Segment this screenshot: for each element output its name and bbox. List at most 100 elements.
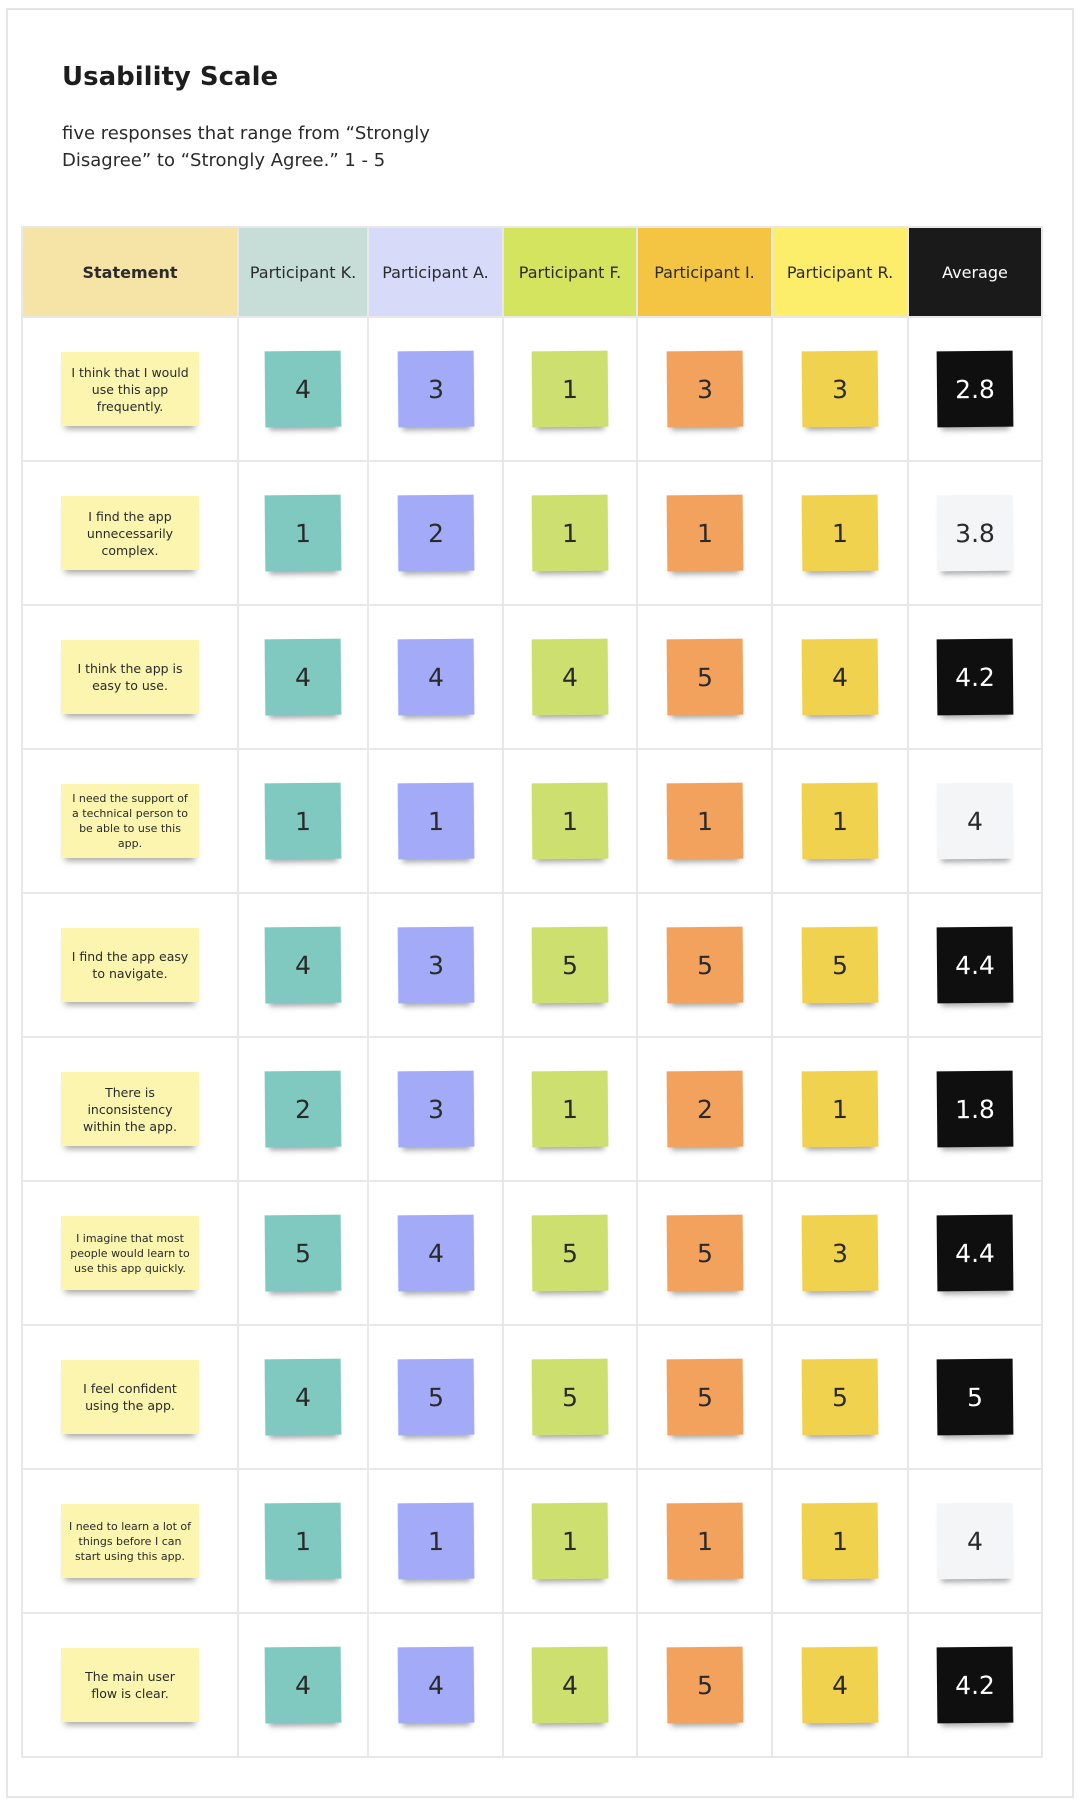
score-sticky-note-i[interactable]: 5 [666,1646,743,1724]
average-sticky-note[interactable]: 2.8 [936,350,1014,428]
score-cell-participant-r: 4 [773,1614,909,1758]
average-sticky-note[interactable]: 4.2 [936,1646,1014,1724]
average-sticky-note[interactable]: 4.4 [936,926,1014,1004]
score-sticky-note-r[interactable]: 1 [801,782,879,860]
score-sticky-note-f[interactable]: 1 [531,350,609,428]
statement-sticky-note[interactable]: There is inconsistency within the app. [61,1072,199,1146]
score-sticky-note-k[interactable]: 1 [264,1502,342,1580]
header-participant-k: Participant K. [239,228,369,318]
score-sticky-note-a[interactable]: 3 [397,350,474,428]
statement-sticky-note[interactable]: I need to learn a lot of things before I… [61,1504,199,1578]
score-cell-participant-k: 2 [239,1038,369,1182]
average-cell: 2.8 [909,318,1043,462]
score-sticky-note-i[interactable]: 3 [666,350,743,428]
statement-sticky-note[interactable]: I imagine that most people would learn t… [61,1216,199,1290]
score-sticky-note-k[interactable]: 4 [264,1358,342,1436]
statement-sticky-note[interactable]: I think the app is easy to use. [61,640,199,714]
average-sticky-note[interactable]: 5 [936,1358,1014,1436]
statement-sticky-note[interactable]: I need the support of a technical person… [61,784,199,858]
score-sticky-note-r[interactable]: 1 [801,1502,879,1580]
score-sticky-note-a[interactable]: 3 [397,1070,474,1148]
score-sticky-note-f[interactable]: 5 [531,926,609,1004]
score-sticky-note-i[interactable]: 5 [666,1358,743,1436]
score-sticky-note-r[interactable]: 3 [801,350,879,428]
average-sticky-note[interactable]: 3.8 [936,494,1014,572]
score-sticky-note-a[interactable]: 1 [397,1502,474,1580]
score-sticky-note-a[interactable]: 5 [397,1358,474,1436]
score-sticky-note-f[interactable]: 4 [531,1646,609,1724]
average-sticky-note[interactable]: 4.4 [936,1214,1014,1292]
average-cell: 5 [909,1326,1043,1470]
score-sticky-note-r[interactable]: 4 [801,1646,879,1724]
score-sticky-note-k[interactable]: 1 [264,494,342,572]
score-sticky-note-f[interactable]: 1 [531,494,609,572]
score-cell-participant-a: 4 [369,1182,504,1326]
statement-cell: I think the app is easy to use. [23,606,239,750]
score-sticky-note-r[interactable]: 4 [801,638,879,716]
score-cell-participant-f: 5 [504,1326,638,1470]
score-sticky-note-f[interactable]: 1 [531,782,609,860]
average-sticky-note[interactable]: 1.8 [936,1070,1014,1148]
statement-sticky-note[interactable]: I think that I would use this app freque… [61,352,199,426]
score-sticky-note-a[interactable]: 2 [397,494,474,572]
score-sticky-note-i[interactable]: 1 [666,1502,743,1580]
average-sticky-note[interactable]: 4 [936,782,1014,860]
average-cell: 4.2 [909,1614,1043,1758]
average-sticky-note[interactable]: 4.2 [936,638,1014,716]
score-sticky-note-k[interactable]: 2 [264,1070,342,1148]
score-cell-participant-f: 1 [504,1470,638,1614]
average-cell: 4.4 [909,894,1043,1038]
score-cell-participant-k: 4 [239,318,369,462]
score-sticky-note-r[interactable]: 1 [801,494,879,572]
score-cell-participant-k: 1 [239,1470,369,1614]
average-cell: 3.8 [909,462,1043,606]
score-cell-participant-i: 1 [638,462,773,606]
usability-table: Statement Participant K. Participant A. … [21,226,1043,1758]
score-sticky-note-i[interactable]: 1 [666,782,743,860]
score-cell-participant-k: 4 [239,1614,369,1758]
page-subtitle: five responses that range from “Strongly… [62,123,430,171]
statement-sticky-note[interactable]: I find the app easy to navigate. [61,928,199,1002]
score-sticky-note-r[interactable]: 1 [801,1070,879,1148]
score-sticky-note-i[interactable]: 5 [666,1214,743,1292]
score-sticky-note-i[interactable]: 2 [666,1070,743,1148]
score-cell-participant-i: 1 [638,1470,773,1614]
header-statement: Statement [23,228,239,318]
score-cell-participant-f: 4 [504,606,638,750]
header-participant-f: Participant F. [504,228,638,318]
score-sticky-note-a[interactable]: 4 [397,1646,474,1724]
score-sticky-note-f[interactable]: 1 [531,1070,609,1148]
score-sticky-note-k[interactable]: 4 [264,638,342,716]
statement-sticky-note[interactable]: I find the app unnecessarily complex. [61,496,199,570]
score-sticky-note-f[interactable]: 4 [531,638,609,716]
score-cell-participant-i: 5 [638,1614,773,1758]
score-sticky-note-k[interactable]: 4 [264,1646,342,1724]
statement-cell: I need to learn a lot of things before I… [23,1470,239,1614]
score-sticky-note-a[interactable]: 3 [397,926,474,1004]
score-sticky-note-a[interactable]: 4 [397,638,474,716]
statement-cell: I find the app unnecessarily complex. [23,462,239,606]
score-sticky-note-f[interactable]: 5 [531,1214,609,1292]
score-sticky-note-i[interactable]: 5 [666,926,743,1004]
score-sticky-note-r[interactable]: 5 [801,926,879,1004]
score-sticky-note-r[interactable]: 5 [801,1358,879,1436]
score-sticky-note-r[interactable]: 3 [801,1214,879,1292]
statement-sticky-note[interactable]: I feel confident using the app. [61,1360,199,1434]
score-sticky-note-k[interactable]: 4 [264,926,342,1004]
score-sticky-note-f[interactable]: 5 [531,1358,609,1436]
score-cell-participant-i: 5 [638,894,773,1038]
score-sticky-note-a[interactable]: 1 [397,782,474,860]
average-cell: 4 [909,750,1043,894]
average-cell: 4 [909,1470,1043,1614]
statement-sticky-note[interactable]: The main user flow is clear. [61,1648,199,1722]
score-sticky-note-k[interactable]: 4 [264,350,342,428]
score-cell-participant-i: 3 [638,318,773,462]
score-cell-participant-i: 5 [638,1182,773,1326]
score-sticky-note-f[interactable]: 1 [531,1502,609,1580]
average-sticky-note[interactable]: 4 [936,1502,1014,1580]
score-sticky-note-i[interactable]: 1 [666,494,743,572]
score-sticky-note-k[interactable]: 1 [264,782,342,860]
score-sticky-note-k[interactable]: 5 [264,1214,342,1292]
score-sticky-note-a[interactable]: 4 [397,1214,474,1292]
score-sticky-note-i[interactable]: 5 [666,638,743,716]
